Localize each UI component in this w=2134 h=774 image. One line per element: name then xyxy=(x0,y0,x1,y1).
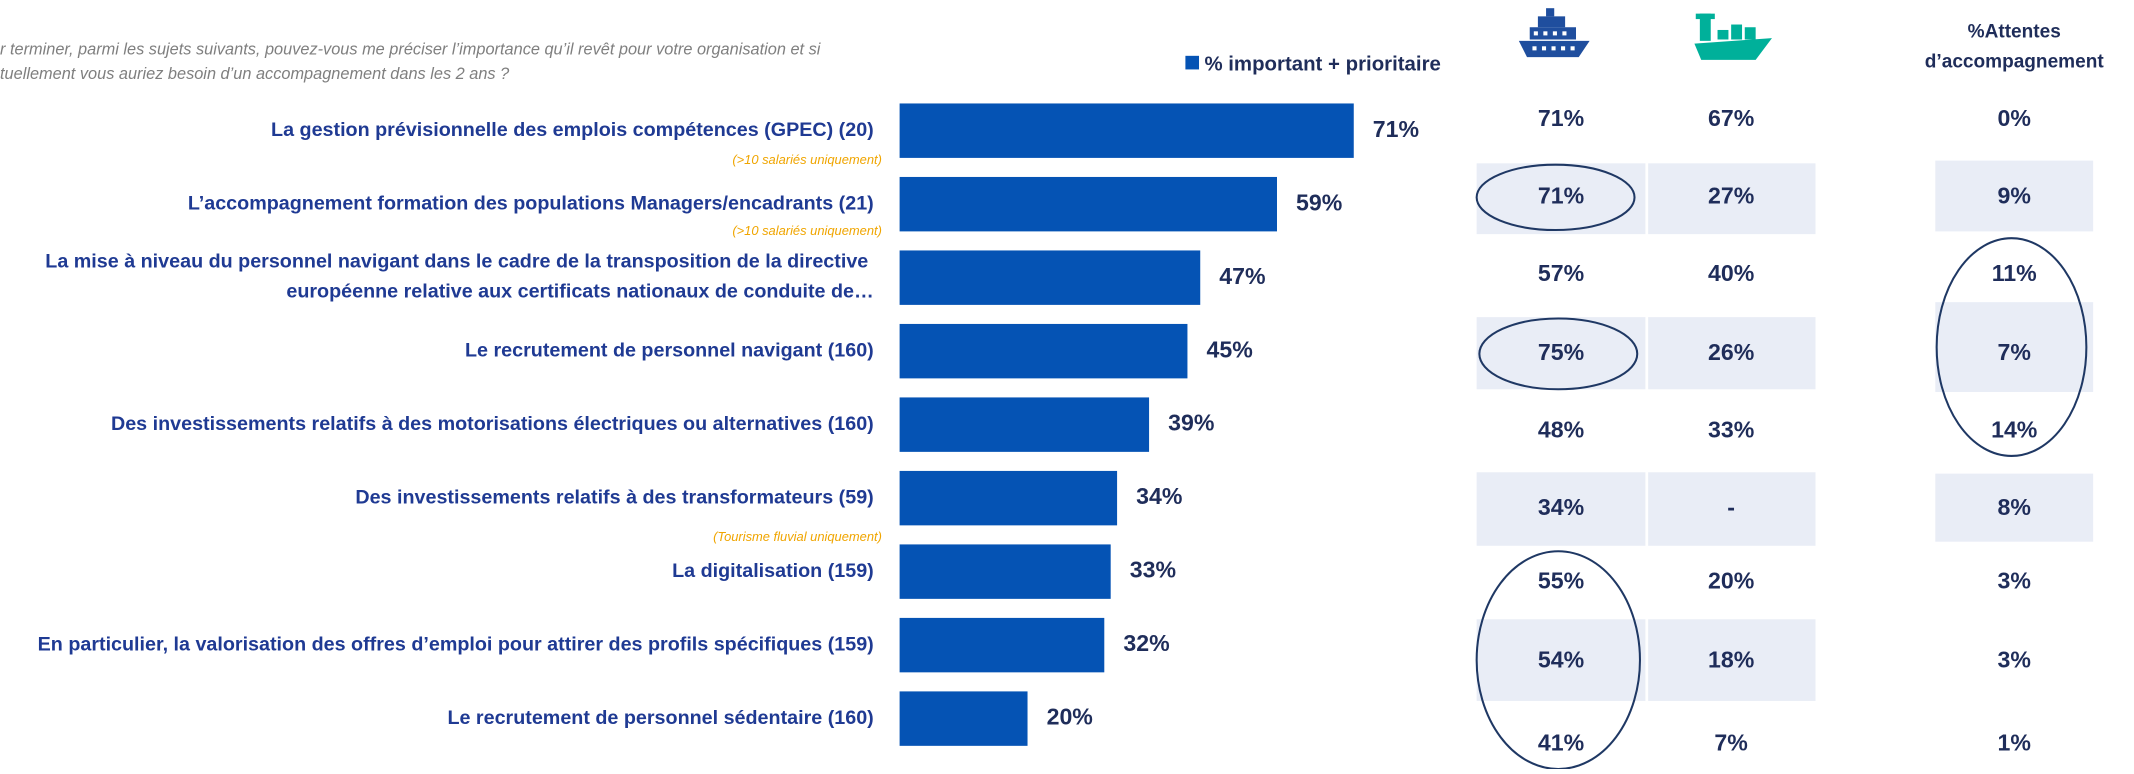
question-line: tuellement vous auriez besoin d’un accom… xyxy=(0,65,510,83)
table-cell: 75% xyxy=(1538,339,1584,365)
table-cell: 40% xyxy=(1708,260,1754,286)
table-cell: 55% xyxy=(1538,568,1584,594)
table-cell: 48% xyxy=(1538,417,1584,443)
table-cell: 67% xyxy=(1708,105,1754,131)
value-label: 32% xyxy=(1123,630,1169,656)
table-cell: - xyxy=(1727,494,1735,520)
passenger-ship-icon xyxy=(1518,8,1590,58)
legend-label: % important + prioritaire xyxy=(1204,54,1440,76)
bar xyxy=(899,470,1118,526)
bar xyxy=(899,617,1105,673)
legend-swatch xyxy=(1185,55,1200,70)
value-label: 20% xyxy=(1047,704,1093,730)
value-label: 45% xyxy=(1206,336,1252,362)
table-header: d’accompagnement xyxy=(1925,52,2105,73)
note: (Tourisme fluvial uniquement) xyxy=(713,529,882,544)
table-cell: 11% xyxy=(1992,260,2037,286)
value-label: 33% xyxy=(1130,557,1176,583)
table-cell: 71% xyxy=(1538,105,1584,131)
table-cell: 20% xyxy=(1708,568,1754,594)
table-cell: 33% xyxy=(1708,417,1754,443)
table-cell: 57% xyxy=(1538,260,1584,286)
category-label: La gestion prévisionnelle des emplois co… xyxy=(271,119,874,141)
table-cell: 7% xyxy=(1998,339,2031,365)
table-cell: 7% xyxy=(1714,730,1747,756)
category-label: Des investissements relatifs à des trans… xyxy=(355,486,873,508)
table-cell: 18% xyxy=(1708,647,1754,673)
table-cell: 34% xyxy=(1538,494,1584,520)
row-shading xyxy=(1476,160,2094,701)
category-label: L’accompagnement formation des populatio… xyxy=(188,192,874,214)
value-label: 39% xyxy=(1168,410,1214,436)
table-cell: 26% xyxy=(1708,339,1754,365)
table-cell: 9% xyxy=(1998,182,2031,208)
table-header: %Attentes xyxy=(1968,22,2061,43)
table-cell: 71% xyxy=(1538,182,1584,208)
bar xyxy=(899,250,1201,305)
table-cell: 14% xyxy=(1991,417,2037,443)
bar xyxy=(899,397,1150,452)
table-cell: 1% xyxy=(1998,730,2031,756)
value-label: 71% xyxy=(1373,116,1419,142)
bar xyxy=(899,691,1028,746)
table-cell: 3% xyxy=(1998,568,2031,594)
category-label: Le recrutement de personnel navigant (16… xyxy=(465,339,874,361)
table-cell: 41% xyxy=(1538,730,1584,756)
bar xyxy=(899,176,1277,232)
category-label: Des investissements relatifs à des motor… xyxy=(111,413,874,435)
table-cell: 54% xyxy=(1538,647,1584,673)
table-cell: 27% xyxy=(1708,182,1754,208)
category-label: Le recrutement de personnel sédentaire (… xyxy=(447,707,873,729)
table-cell: 8% xyxy=(1998,494,2031,520)
category-label: La mise à niveau du personnel navigant d… xyxy=(45,251,873,303)
category-label: La digitalisation (159) xyxy=(672,560,874,582)
category-label: En particulier, la valorisation des offr… xyxy=(38,633,874,655)
value-label: 47% xyxy=(1219,263,1265,289)
value-label: 34% xyxy=(1136,483,1182,509)
bar xyxy=(899,323,1188,379)
bar xyxy=(899,544,1111,599)
note: (>10 salariés uniquement) xyxy=(732,223,882,238)
question-line: r terminer, parmi les sujets suivants, p… xyxy=(0,41,821,59)
bar xyxy=(899,103,1354,158)
note: (>10 salariés uniquement) xyxy=(732,152,882,167)
value-label: 59% xyxy=(1296,189,1342,215)
cargo-ship-icon xyxy=(1694,13,1772,60)
table-cell: 0% xyxy=(1998,105,2031,131)
table-cell: 3% xyxy=(1998,647,2031,673)
